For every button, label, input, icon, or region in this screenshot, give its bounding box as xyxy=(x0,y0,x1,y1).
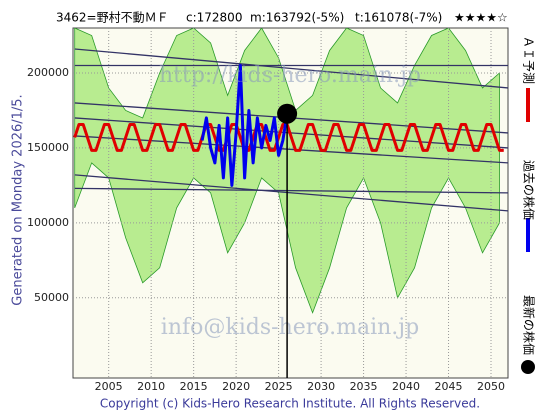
y-tick-label: 100000 xyxy=(27,216,69,229)
y-tick-label: 50000 xyxy=(34,291,69,304)
x-tick-label: 2020 xyxy=(222,380,250,393)
generated-note: Generated on Monday 2026/1/5. xyxy=(11,94,26,305)
m-value: m:163792(-5%) xyxy=(250,11,344,25)
legend-label: 過去の株価 xyxy=(522,160,537,220)
watermark: http://kids-hero.main.jp xyxy=(159,63,421,88)
trend-line xyxy=(74,174,508,212)
x-tick-label: 2005 xyxy=(95,380,123,393)
x-tick-label: 2025 xyxy=(265,380,293,393)
y-tick-label: 150000 xyxy=(27,141,69,154)
latest-point xyxy=(277,103,298,124)
watermark: info@kids-hero.main.jp xyxy=(161,315,419,340)
x-tick-label: 2035 xyxy=(350,380,378,393)
legend-label: ＡＩ予測 xyxy=(522,36,536,84)
trend-line xyxy=(74,187,508,194)
chart-title: 3462=野村不動ＭＦ xyxy=(56,11,169,25)
y-tick-label: 200000 xyxy=(27,66,69,79)
copyright: Copyright (c) Kids-Hero Research Institu… xyxy=(100,397,480,411)
rating: ★★★★☆ xyxy=(454,11,508,25)
x-tick-label: 2015 xyxy=(180,380,208,393)
x-tick-label: 2010 xyxy=(137,380,165,393)
series-line xyxy=(73,122,504,152)
x-tick-label: 2040 xyxy=(392,380,420,393)
x-tick-label: 2030 xyxy=(307,380,335,393)
x-tick-label: 2045 xyxy=(435,380,463,393)
x-tick-label: 2050 xyxy=(477,380,505,393)
series-line xyxy=(200,63,289,187)
legend-swatch xyxy=(521,360,535,374)
close-price: c:172800 xyxy=(186,11,242,25)
legend-label: 最新の株価 xyxy=(522,295,537,355)
trend-line xyxy=(74,48,508,89)
trend-line xyxy=(74,135,508,164)
t-value: t:161078(-7%) xyxy=(355,11,442,25)
